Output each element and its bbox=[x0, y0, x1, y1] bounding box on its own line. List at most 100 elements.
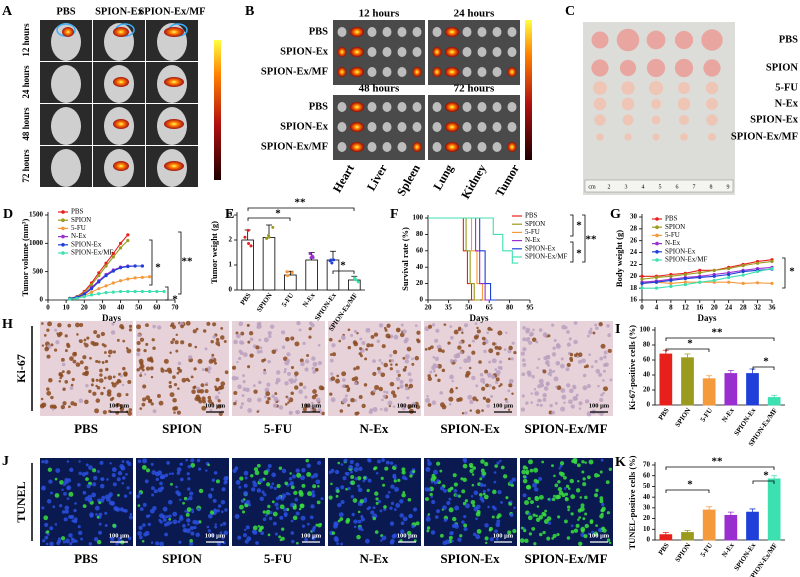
cell bbox=[542, 369, 547, 374]
cell bbox=[41, 344, 45, 347]
cell bbox=[152, 409, 157, 414]
label: 70 bbox=[643, 461, 651, 469]
cell bbox=[415, 521, 420, 526]
cell bbox=[350, 494, 355, 499]
label: 4 bbox=[655, 304, 659, 312]
cell bbox=[304, 359, 310, 364]
label: 12 bbox=[682, 304, 690, 312]
label: Tumor volume (mm³) bbox=[20, 219, 30, 297]
cell bbox=[177, 361, 182, 366]
cell bbox=[79, 323, 84, 328]
organ bbox=[445, 122, 459, 132]
organ bbox=[507, 67, 517, 77]
cell bbox=[274, 392, 278, 395]
cell bbox=[84, 343, 89, 348]
cell bbox=[95, 513, 98, 516]
cell bbox=[479, 482, 484, 488]
cell bbox=[483, 494, 489, 500]
point bbox=[640, 277, 644, 281]
cell bbox=[60, 357, 65, 362]
tumor bbox=[678, 114, 690, 126]
cell bbox=[555, 360, 561, 366]
cell bbox=[394, 486, 399, 492]
label: 28 bbox=[740, 304, 748, 312]
signal bbox=[113, 77, 129, 87]
cell bbox=[196, 396, 202, 401]
cell bbox=[443, 489, 447, 493]
point bbox=[755, 261, 760, 265]
label: 12 hours bbox=[359, 8, 400, 20]
cell bbox=[378, 358, 382, 362]
cell bbox=[389, 381, 395, 387]
dot bbox=[311, 255, 315, 259]
cell bbox=[387, 491, 391, 494]
cell bbox=[597, 527, 603, 533]
organ bbox=[477, 142, 487, 152]
cell bbox=[520, 351, 525, 356]
cell bbox=[567, 505, 571, 509]
cell bbox=[484, 541, 488, 545]
cell bbox=[426, 395, 429, 398]
label: 100 μm bbox=[205, 402, 226, 409]
cell bbox=[508, 378, 514, 384]
cell bbox=[257, 324, 262, 329]
label: K bbox=[615, 455, 626, 470]
cell bbox=[285, 336, 290, 342]
cell bbox=[214, 385, 217, 389]
error-bar bbox=[749, 508, 756, 513]
significance-bracket bbox=[178, 231, 182, 295]
cell bbox=[475, 517, 478, 521]
cell bbox=[200, 383, 205, 388]
error-bar bbox=[749, 368, 756, 374]
cell bbox=[281, 468, 287, 474]
cell bbox=[82, 504, 87, 508]
signal bbox=[164, 27, 184, 37]
cell bbox=[387, 400, 393, 406]
cell bbox=[588, 329, 593, 335]
cell bbox=[424, 326, 430, 332]
label: Tumor bbox=[492, 161, 522, 199]
cell bbox=[160, 486, 165, 491]
cell bbox=[469, 464, 473, 469]
cell bbox=[300, 475, 305, 481]
point bbox=[97, 274, 101, 278]
series-line bbox=[641, 268, 773, 284]
cell bbox=[159, 520, 163, 524]
cell bbox=[310, 401, 314, 405]
tumor bbox=[674, 58, 694, 78]
cell bbox=[340, 542, 344, 546]
cell bbox=[44, 522, 49, 527]
cell bbox=[521, 372, 526, 377]
cell bbox=[167, 499, 173, 505]
image-bg bbox=[428, 95, 520, 160]
label: 10 bbox=[643, 525, 651, 533]
cell bbox=[427, 376, 432, 382]
cell bbox=[217, 399, 221, 403]
cell bbox=[46, 499, 52, 504]
label: PBS bbox=[74, 551, 98, 566]
point bbox=[104, 274, 108, 278]
cell bbox=[353, 525, 357, 529]
organ bbox=[382, 47, 392, 57]
cell bbox=[557, 486, 563, 492]
cell bbox=[471, 350, 476, 355]
cell bbox=[108, 354, 111, 358]
cell bbox=[191, 508, 194, 512]
dot bbox=[285, 270, 289, 274]
cell bbox=[263, 371, 267, 375]
cell bbox=[215, 377, 220, 382]
cell bbox=[70, 401, 75, 406]
cell bbox=[380, 361, 384, 365]
cell bbox=[267, 533, 271, 537]
cell bbox=[566, 362, 571, 368]
cell bbox=[311, 366, 315, 370]
mouse bbox=[51, 149, 81, 187]
label: PBS bbox=[56, 6, 75, 17]
cell bbox=[236, 360, 239, 364]
label: N-Ex bbox=[301, 291, 317, 309]
cell bbox=[50, 491, 53, 495]
cell bbox=[240, 402, 245, 406]
cell bbox=[499, 459, 502, 463]
cell bbox=[502, 474, 508, 479]
cell bbox=[339, 409, 344, 413]
